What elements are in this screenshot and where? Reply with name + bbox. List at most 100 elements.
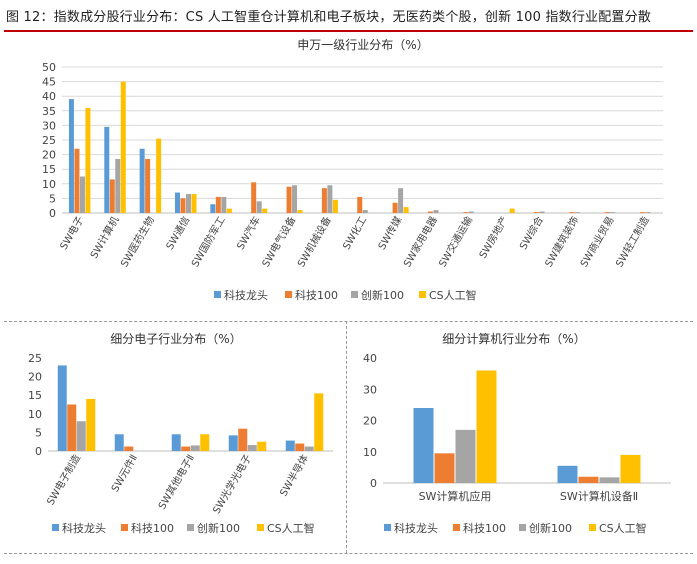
bar-cs人工智-9 [403, 207, 409, 213]
legend-label: CS人工智 [429, 288, 477, 302]
bar-科技100-1 [578, 476, 599, 483]
x-tick-label: SW计算机设备Ⅱ [560, 489, 638, 503]
bar-cs人工智-2 [200, 434, 210, 451]
bar-创新100-10 [433, 210, 439, 213]
figure-header: 图 12：指数成分股行业分布：CS 人工智重仓计算机和电子板块，无医药类个股，创… [4, 0, 693, 32]
bar-创新100-7 [327, 185, 333, 213]
bar-科技100-10 [427, 211, 433, 213]
bar-科技100-4 [215, 196, 221, 213]
bar-科技100-14 [569, 212, 575, 213]
y-tick-label: 5 [49, 192, 56, 205]
y-tick-label: 25 [42, 134, 56, 147]
bar-cs人工智-3 [191, 194, 197, 213]
bar-创新100-1 [115, 158, 121, 213]
figure-title: 图 12：指数成分股行业分布：CS 人工智重仓计算机和电子板块，无医药类个股，创… [6, 10, 652, 25]
bar-创新100-11 [468, 211, 474, 213]
bar-科技龙头-3 [174, 192, 180, 213]
y-tick-label: 20 [363, 415, 377, 428]
legend-swatch-科技龙头 [52, 524, 59, 531]
y-tick-label: 30 [363, 383, 377, 396]
bar-科技龙头-2 [171, 434, 181, 451]
y-tick-label: 50 [42, 61, 56, 74]
y-tick-label: 0 [35, 445, 42, 458]
bar-科技龙头-2 [139, 148, 145, 213]
legend-label: 创新100 [361, 288, 404, 302]
bar-科技100-0 [67, 404, 77, 451]
bar-科技100-2 [145, 158, 151, 213]
bar-科技龙头-0 [68, 99, 74, 213]
bar-创新100-6 [292, 185, 298, 213]
legend-swatch-科技龙头 [214, 291, 221, 298]
bar-cs人工智-4 [314, 393, 324, 451]
bar-科技龙头-1 [114, 434, 124, 451]
x-tick-label: SW计算机应用 [419, 489, 492, 503]
legend-label: 科技龙头 [224, 288, 268, 302]
bar-创新100-16 [645, 212, 651, 213]
chart-title: 申万一级行业分布（%） [297, 38, 428, 52]
bar-科技龙头-1 [557, 465, 578, 483]
y-tick-label: 5 [35, 426, 42, 439]
bar-创新100-3 [185, 194, 191, 213]
legend-swatch-创新100 [187, 524, 194, 531]
bar-创新100-4 [221, 196, 227, 213]
bar-科技100-15 [604, 212, 610, 213]
bar-cs人工智-12 [509, 208, 515, 213]
divider-horizontal [4, 321, 693, 322]
legend-label: 科技龙头 [394, 521, 438, 535]
bar-cs人工智-0 [85, 107, 91, 213]
legend-label: 科技龙头 [62, 521, 106, 535]
bar-cs人工智-7 [332, 199, 338, 213]
legend-label: 创新100 [529, 521, 572, 535]
legend-label: 科技100 [131, 521, 174, 535]
bar-科技100-5 [251, 182, 257, 213]
bar-科技100-7 [321, 188, 327, 213]
divider-vertical [346, 321, 347, 553]
bar-科技100-0 [74, 148, 80, 213]
y-tick-label: 0 [49, 207, 56, 220]
bar-创新100-14 [574, 212, 580, 213]
bar-科技100-13 [534, 212, 540, 213]
bar-科技100-16 [640, 212, 646, 213]
y-tick-label: 15 [42, 163, 56, 176]
bar-cs人工智-3 [257, 441, 267, 451]
legend-label: 科技100 [463, 521, 506, 535]
bar-科技100-6 [286, 186, 292, 213]
legend-swatch-科技100 [121, 524, 128, 531]
legend-label: CS人工智 [599, 521, 647, 535]
legend-swatch-cs人工智 [419, 291, 426, 298]
legend-swatch-cs人工智 [257, 524, 264, 531]
divider-bottom [4, 553, 693, 554]
y-tick-label: 0 [370, 477, 377, 490]
legend-swatch-cs人工智 [589, 524, 596, 531]
bar-创新100-1 [599, 477, 620, 483]
legend-swatch-科技100 [453, 524, 460, 531]
bar-创新100-15 [610, 212, 616, 213]
y-tick-label: 40 [42, 90, 56, 103]
bar-科技龙头-0 [413, 408, 434, 483]
y-tick-label: 25 [28, 352, 42, 365]
y-tick-label: 20 [28, 371, 42, 384]
bar-创新100-0 [76, 421, 86, 451]
bar-科技龙头-1 [104, 126, 110, 213]
bar-科技100-4 [295, 443, 305, 451]
legend-label: 科技100 [295, 288, 338, 302]
bar-创新100-5 [256, 201, 262, 213]
bar-科技龙头-4 [210, 204, 216, 213]
bar-科技100-9 [392, 202, 398, 213]
legend-label: 创新100 [197, 521, 240, 535]
bar-科技龙头-0 [57, 365, 67, 451]
legend-swatch-创新100 [519, 524, 526, 531]
y-tick-label: 10 [363, 446, 377, 459]
bar-科技100-0 [434, 453, 455, 483]
bar-创新100-0 [455, 429, 476, 483]
y-tick-label: 35 [42, 105, 56, 118]
bar-cs人工智-0 [476, 370, 497, 483]
bar-cs人工智-1 [620, 454, 641, 483]
bar-科技100-1 [124, 446, 134, 451]
bar-创新100-4 [304, 446, 314, 451]
bar-cs人工智-5 [262, 208, 268, 213]
bar-cs人工智-1 [120, 81, 126, 213]
legend-swatch-科技100 [285, 291, 292, 298]
